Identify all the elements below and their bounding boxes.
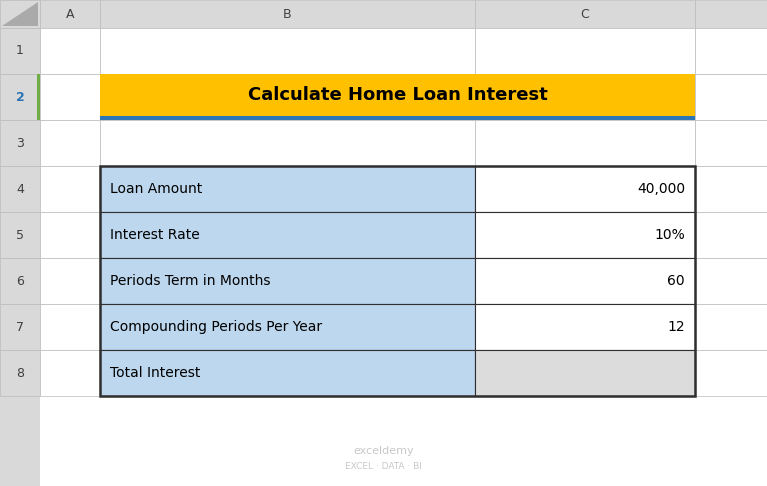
Bar [475, 212, 695, 258]
Text: A: A [66, 7, 74, 20]
Text: 6: 6 [16, 275, 24, 288]
Bar [100, 166, 695, 396]
Text: 4: 4 [16, 183, 24, 195]
Bar [0, 0, 40, 28]
Bar [100, 258, 475, 304]
Text: 7: 7 [16, 320, 24, 333]
Bar [475, 0, 695, 28]
Text: 1: 1 [16, 45, 24, 57]
Text: Periods Term in Months: Periods Term in Months [110, 274, 271, 288]
Bar [695, 304, 767, 350]
Bar [100, 350, 475, 396]
Text: 12: 12 [667, 320, 685, 334]
Bar [695, 0, 767, 28]
Bar [475, 258, 695, 304]
Text: B: B [283, 7, 291, 20]
Bar [0, 212, 40, 258]
Bar [100, 166, 475, 212]
Bar [100, 304, 475, 350]
Bar [0, 304, 40, 350]
Bar [475, 28, 695, 74]
Bar [695, 120, 767, 166]
Text: 60: 60 [667, 274, 685, 288]
Bar [37, 74, 40, 120]
Bar [40, 304, 100, 350]
Bar [100, 258, 475, 304]
Bar [40, 166, 100, 212]
Bar [475, 258, 695, 304]
Text: 3: 3 [16, 137, 24, 150]
Bar [100, 350, 475, 396]
Text: 40,000: 40,000 [637, 182, 685, 196]
Text: 2: 2 [15, 90, 25, 104]
Text: Loan Amount: Loan Amount [110, 182, 202, 196]
Text: 5: 5 [16, 228, 24, 242]
Bar [0, 120, 40, 166]
Text: Interest Rate: Interest Rate [110, 228, 199, 242]
Bar [40, 120, 100, 166]
Text: Compounding Periods Per Year: Compounding Periods Per Year [110, 320, 322, 334]
Bar [475, 120, 695, 166]
Bar [100, 116, 695, 120]
Bar [100, 28, 475, 74]
Bar [0, 166, 40, 212]
Bar [100, 166, 475, 212]
Bar [475, 350, 695, 396]
Bar [695, 212, 767, 258]
Text: C: C [581, 7, 589, 20]
Bar [475, 166, 695, 212]
Bar [0, 350, 40, 396]
Bar [100, 304, 475, 350]
Text: EXCEL · DATA · BI: EXCEL · DATA · BI [345, 462, 422, 470]
Bar [40, 74, 100, 120]
Bar [100, 74, 475, 120]
Bar [40, 258, 100, 304]
Bar [475, 166, 695, 212]
Text: exceldemy: exceldemy [353, 446, 414, 456]
Bar [40, 350, 100, 396]
Bar [475, 74, 695, 120]
Bar [40, 212, 100, 258]
Bar [100, 212, 475, 258]
Bar [475, 212, 695, 258]
Bar [695, 74, 767, 120]
Bar [100, 212, 475, 258]
Bar [695, 350, 767, 396]
Bar [0, 0, 40, 486]
Bar [100, 120, 475, 166]
Bar [0, 74, 40, 120]
Bar [0, 258, 40, 304]
Bar [695, 28, 767, 74]
Bar [40, 28, 100, 74]
Bar [695, 258, 767, 304]
Text: Total Interest: Total Interest [110, 366, 200, 380]
Bar [475, 304, 695, 350]
Bar [100, 0, 475, 28]
Bar [475, 304, 695, 350]
Text: Calculate Home Loan Interest: Calculate Home Loan Interest [248, 86, 548, 104]
Bar [0, 28, 40, 74]
Polygon shape [2, 2, 38, 26]
Bar [475, 350, 695, 396]
Bar [100, 74, 695, 120]
Bar [695, 166, 767, 212]
Text: 8: 8 [16, 366, 24, 380]
Bar [40, 0, 100, 28]
Text: 10%: 10% [654, 228, 685, 242]
